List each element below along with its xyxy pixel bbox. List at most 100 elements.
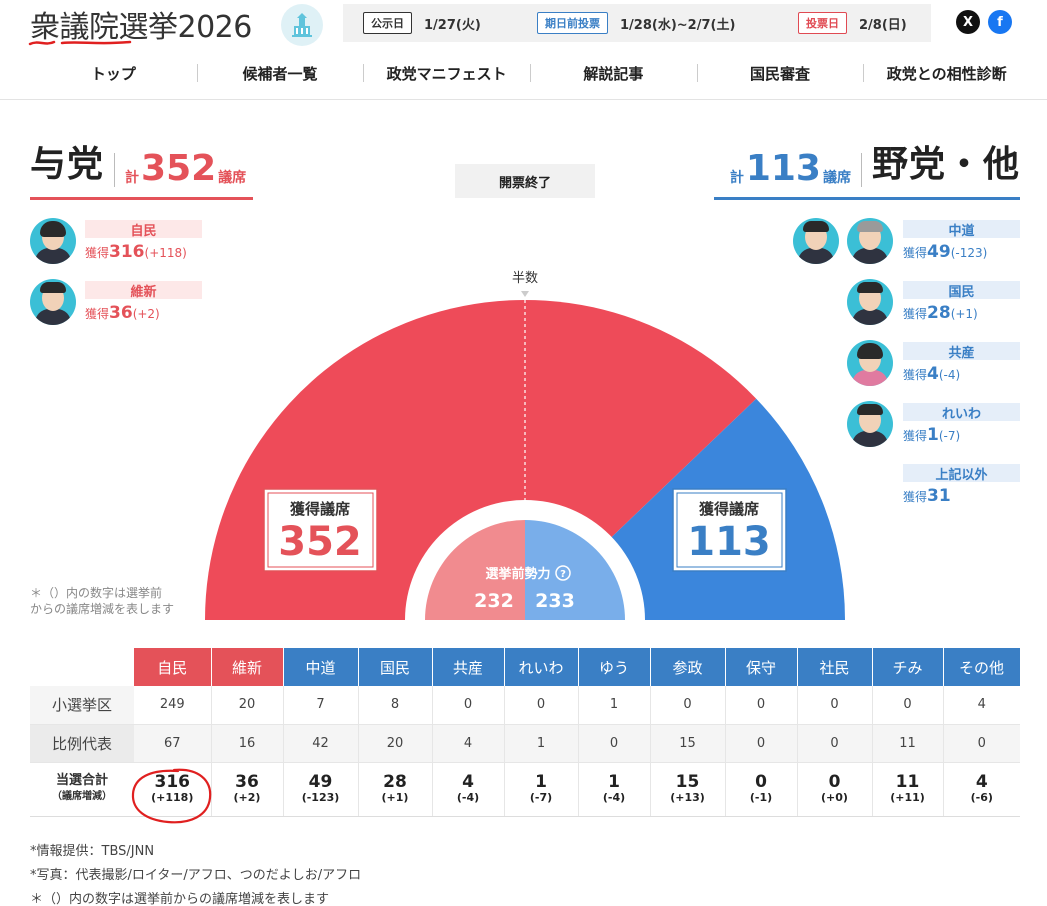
schedule-date: 1/28(水)~2/7(土): [620, 17, 736, 33]
party-name: 中道: [903, 220, 1020, 239]
col-header: 維新: [211, 648, 284, 686]
nav-articles[interactable]: 解説記事: [530, 48, 697, 98]
help-icon[interactable]: ?: [555, 565, 571, 581]
row-label: 小選挙区: [30, 686, 134, 725]
total-diff: (-123): [301, 791, 340, 804]
gain-diff: (-7): [938, 429, 961, 443]
nav-compatibility[interactable]: 政党との相性診断: [863, 48, 1030, 98]
ruling-bloc-name: 与党: [30, 144, 105, 185]
site-header: 衆議院選挙2026 公示日 1/27(火) 期日前投票 1/28(水)~2/7(…: [0, 0, 1047, 48]
party-gain: 獲得4(-4): [903, 364, 960, 384]
gain-diff: (+118): [144, 246, 187, 260]
photo-suit: [852, 431, 888, 447]
total-value: 1: [608, 772, 620, 792]
nav-manifesto[interactable]: 政党マニフェスト: [363, 48, 530, 98]
table-cell: 1: [577, 686, 650, 725]
gain-seats: 28: [927, 303, 951, 323]
total-diff: (-7): [529, 791, 553, 804]
table-cell: 7: [282, 686, 358, 725]
leader-photo: [847, 340, 893, 386]
col-header: ゆう: [577, 648, 651, 686]
party-card-kyosan[interactable]: 共産 獲得4(-4): [847, 340, 1023, 392]
gain-label: 獲得: [903, 307, 928, 321]
table-cell: 0 (+0): [796, 762, 872, 817]
table-cell: 249: [134, 686, 211, 725]
photo-suit: [35, 248, 71, 264]
gain-diff: (-4): [938, 368, 961, 382]
footer-note: ＊（）内の数字は選挙前からの議席増減を表します: [30, 892, 330, 906]
total-diff: (+118): [151, 791, 194, 804]
table-cell: 28 (+1): [357, 762, 432, 817]
facebook-share-icon[interactable]: f: [988, 10, 1012, 34]
col-header: 参政: [649, 648, 726, 686]
schedule-date: 2/8(日): [859, 17, 907, 33]
main-nav: トップ 候補者一覧 政党マニフェスト 解説記事 国民審査 政党との相性診断: [30, 48, 1030, 98]
table-cell: 4: [431, 724, 504, 763]
nav-top[interactable]: トップ: [90, 64, 136, 83]
photo-hair: [857, 282, 883, 293]
svg-text:?: ?: [560, 569, 566, 580]
site-title[interactable]: 衆議院選挙2026: [30, 10, 252, 45]
schedule-early-voting: 期日前投票 1/28(水)~2/7(土): [537, 12, 735, 34]
schedule-date: 1/27(火): [424, 17, 481, 33]
schedule-bar: 公示日 1/27(火) 期日前投票 1/28(水)~2/7(土) 投票日 2/8…: [343, 4, 931, 42]
divider: [860, 153, 862, 187]
ruling-box-label: 獲得議席: [290, 500, 350, 518]
table-cell: 15 (+13): [649, 762, 725, 817]
total-value: 36: [235, 772, 259, 792]
table-cell: 0: [431, 686, 504, 725]
total-value: 4: [975, 772, 988, 792]
x-share-icon[interactable]: X: [956, 10, 980, 34]
party-name: 共産: [903, 342, 1020, 361]
gain-label: 獲得: [85, 307, 110, 321]
table-cell: 4: [942, 686, 1020, 725]
opposition-seat-box: 獲得議席 113: [672, 488, 787, 572]
col-header: 国民: [357, 648, 433, 686]
party-gain: 獲得1(-7): [903, 425, 960, 445]
table-cell: 316 (+118): [134, 762, 211, 817]
party-card-kokumin[interactable]: 国民 獲得28(+1): [847, 279, 1023, 331]
nav-national-review[interactable]: 国民審査: [696, 48, 864, 98]
total-value: 1: [535, 772, 547, 792]
table-cell: 49 (-123): [282, 762, 358, 817]
gain-seats: 316: [109, 242, 145, 262]
ruling-box-value: 352: [278, 519, 362, 565]
party-gain: 獲得28(+1): [903, 303, 978, 323]
party-card-reiwa[interactable]: れいわ 獲得1(-7): [847, 401, 1023, 453]
opposition-bloc-heading: 計 113 議席 野党・他: [714, 140, 1020, 200]
col-header: 共産: [431, 648, 505, 686]
ruling-seat-box: 獲得議席 352: [263, 488, 378, 572]
photo-suit: [852, 370, 888, 386]
side-note-line: からの議席増減を表します: [30, 602, 175, 616]
party-card-jimin[interactable]: 自民 獲得316(+118): [30, 218, 205, 270]
table-cell: 0: [577, 724, 650, 763]
table-cell: 0: [871, 686, 943, 725]
gain-seats: 1: [927, 425, 939, 445]
table-cell: 11: [871, 724, 943, 763]
gain-diff: (+1): [950, 307, 978, 321]
party-card-chudo[interactable]: 中道 獲得49(-123): [793, 218, 1023, 270]
nav-candidates[interactable]: 候補者一覧: [196, 48, 364, 98]
photo-suit: [852, 309, 888, 325]
seat-unit: 議席: [218, 170, 247, 186]
total-value: 316: [154, 772, 191, 792]
table-cell: 15: [649, 724, 725, 763]
gain-seats: 4: [927, 364, 939, 384]
table-cell: 0: [649, 686, 725, 725]
col-header: 中道: [283, 648, 359, 686]
total-diff: (-4): [602, 791, 626, 804]
leader-photo: [30, 218, 76, 264]
row-label: 比例代表: [30, 724, 134, 763]
x-glyph: X: [962, 14, 974, 30]
gain-label: 獲得: [903, 490, 928, 504]
party-card-others[interactable]: 上記以外 獲得31: [903, 462, 1023, 514]
opposition-bloc-name: 野党・他: [871, 144, 1020, 185]
schedule-announcement: 公示日 1/27(火): [363, 12, 481, 34]
party-name: 維新: [85, 281, 202, 300]
seat-results-table: 自民 維新 中道 国民 共産 れいわ ゆう 参政 保守 社民 チみ その他 小選…: [30, 648, 1021, 817]
table-cell: 0 (-1): [724, 762, 797, 817]
party-name: 上記以外: [903, 464, 1020, 483]
party-card-ishin[interactable]: 維新 獲得36(+2): [30, 279, 205, 331]
table-cell: 42: [282, 724, 358, 763]
total-diff: (-1): [749, 791, 773, 804]
